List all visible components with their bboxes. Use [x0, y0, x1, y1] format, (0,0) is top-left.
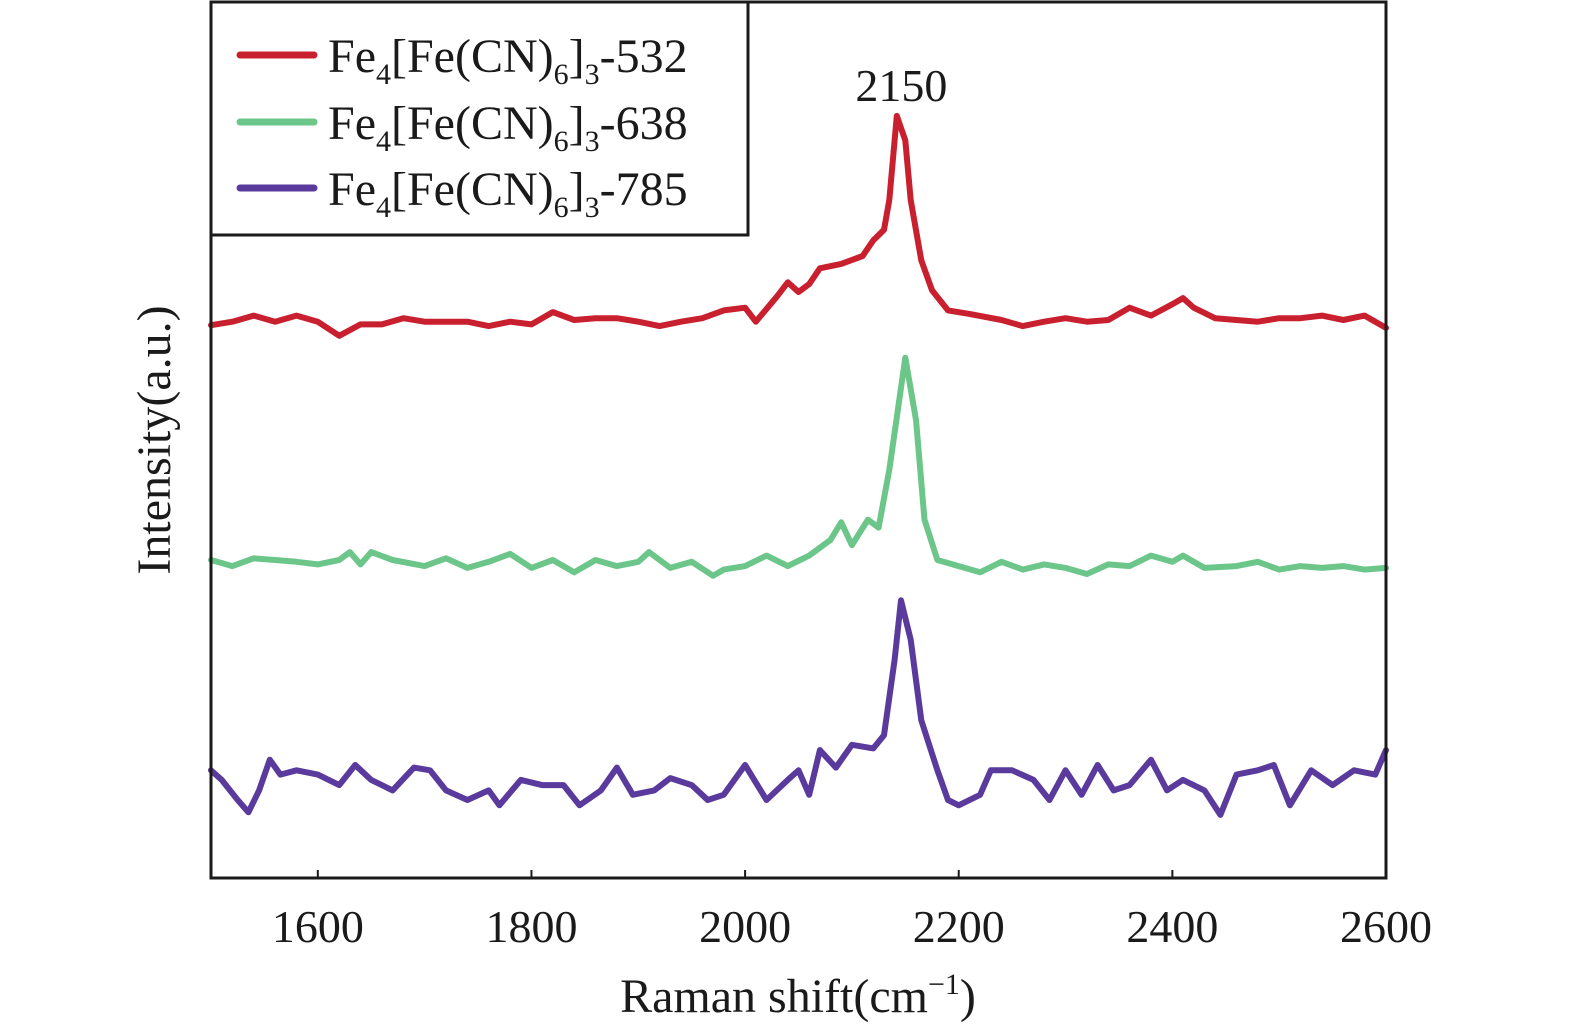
legend-text: ] — [569, 30, 585, 83]
legend-text: Fe — [328, 163, 376, 216]
legend-subscript: 4 — [376, 191, 391, 224]
peak-annotation: 2150 — [855, 60, 947, 111]
legend-subscript: 6 — [554, 125, 569, 158]
legend-suffix: -785 — [600, 163, 688, 216]
x-tick-label: 2400 — [1126, 901, 1218, 952]
legend-subscript: 6 — [554, 58, 569, 91]
legend-label-1: Fe4[Fe(CN)6]3-532 — [328, 30, 688, 91]
legend-suffix: -638 — [600, 97, 688, 150]
legend-subscript: 4 — [376, 125, 391, 158]
legend-label-2: Fe4[Fe(CN)6]3-638 — [328, 97, 688, 158]
x-axis-label-text: Raman shift(cm — [620, 970, 928, 1023]
legend-text: ] — [569, 163, 585, 216]
x-axis-label-end: ) — [960, 970, 976, 1023]
y-axis-label: Intensity(a.u.) — [128, 305, 181, 574]
annotations: 2150 — [855, 60, 947, 111]
x-tick-label: 2600 — [1340, 901, 1432, 952]
x-axis-label: Raman shift(cm−1) — [620, 968, 976, 1023]
x-tick-label: 1600 — [272, 901, 364, 952]
x-ticks: 1600 1800 2000 2200 2400 2600 — [272, 870, 1432, 952]
series-line-3 — [208, 597, 1389, 818]
legend-subscript: 6 — [554, 191, 569, 224]
x-axis-label-sup: −1 — [928, 968, 960, 1001]
legend-subscript: 3 — [585, 125, 600, 158]
x-tick-label: 2200 — [913, 901, 1005, 952]
legend-text: [Fe(CN) — [391, 163, 554, 216]
legend-text: Fe — [328, 30, 376, 83]
legend-box — [209, 0, 750, 237]
legend-text: Fe — [328, 97, 376, 150]
plot-frame — [209, 0, 1388, 880]
legend-text: [Fe(CN) — [391, 97, 554, 150]
legend: Fe4[Fe(CN)6]3-532Fe4[Fe(CN)6]3-638Fe4[Fe… — [209, 0, 750, 237]
x-tick-label: 1800 — [485, 901, 577, 952]
series-line-1 — [208, 112, 1389, 339]
legend-subscript: 4 — [376, 58, 391, 91]
series-layer — [208, 112, 1389, 818]
legend-suffix: -532 — [600, 30, 688, 83]
legend-text: [Fe(CN) — [391, 30, 554, 83]
legend-label-3: Fe4[Fe(CN)6]3-785 — [328, 163, 688, 224]
legend-text: ] — [569, 97, 585, 150]
legend-subscript: 3 — [585, 191, 600, 224]
series-line-2 — [208, 354, 1389, 579]
legend-subscript: 3 — [585, 58, 600, 91]
x-tick-label: 2000 — [699, 901, 791, 952]
